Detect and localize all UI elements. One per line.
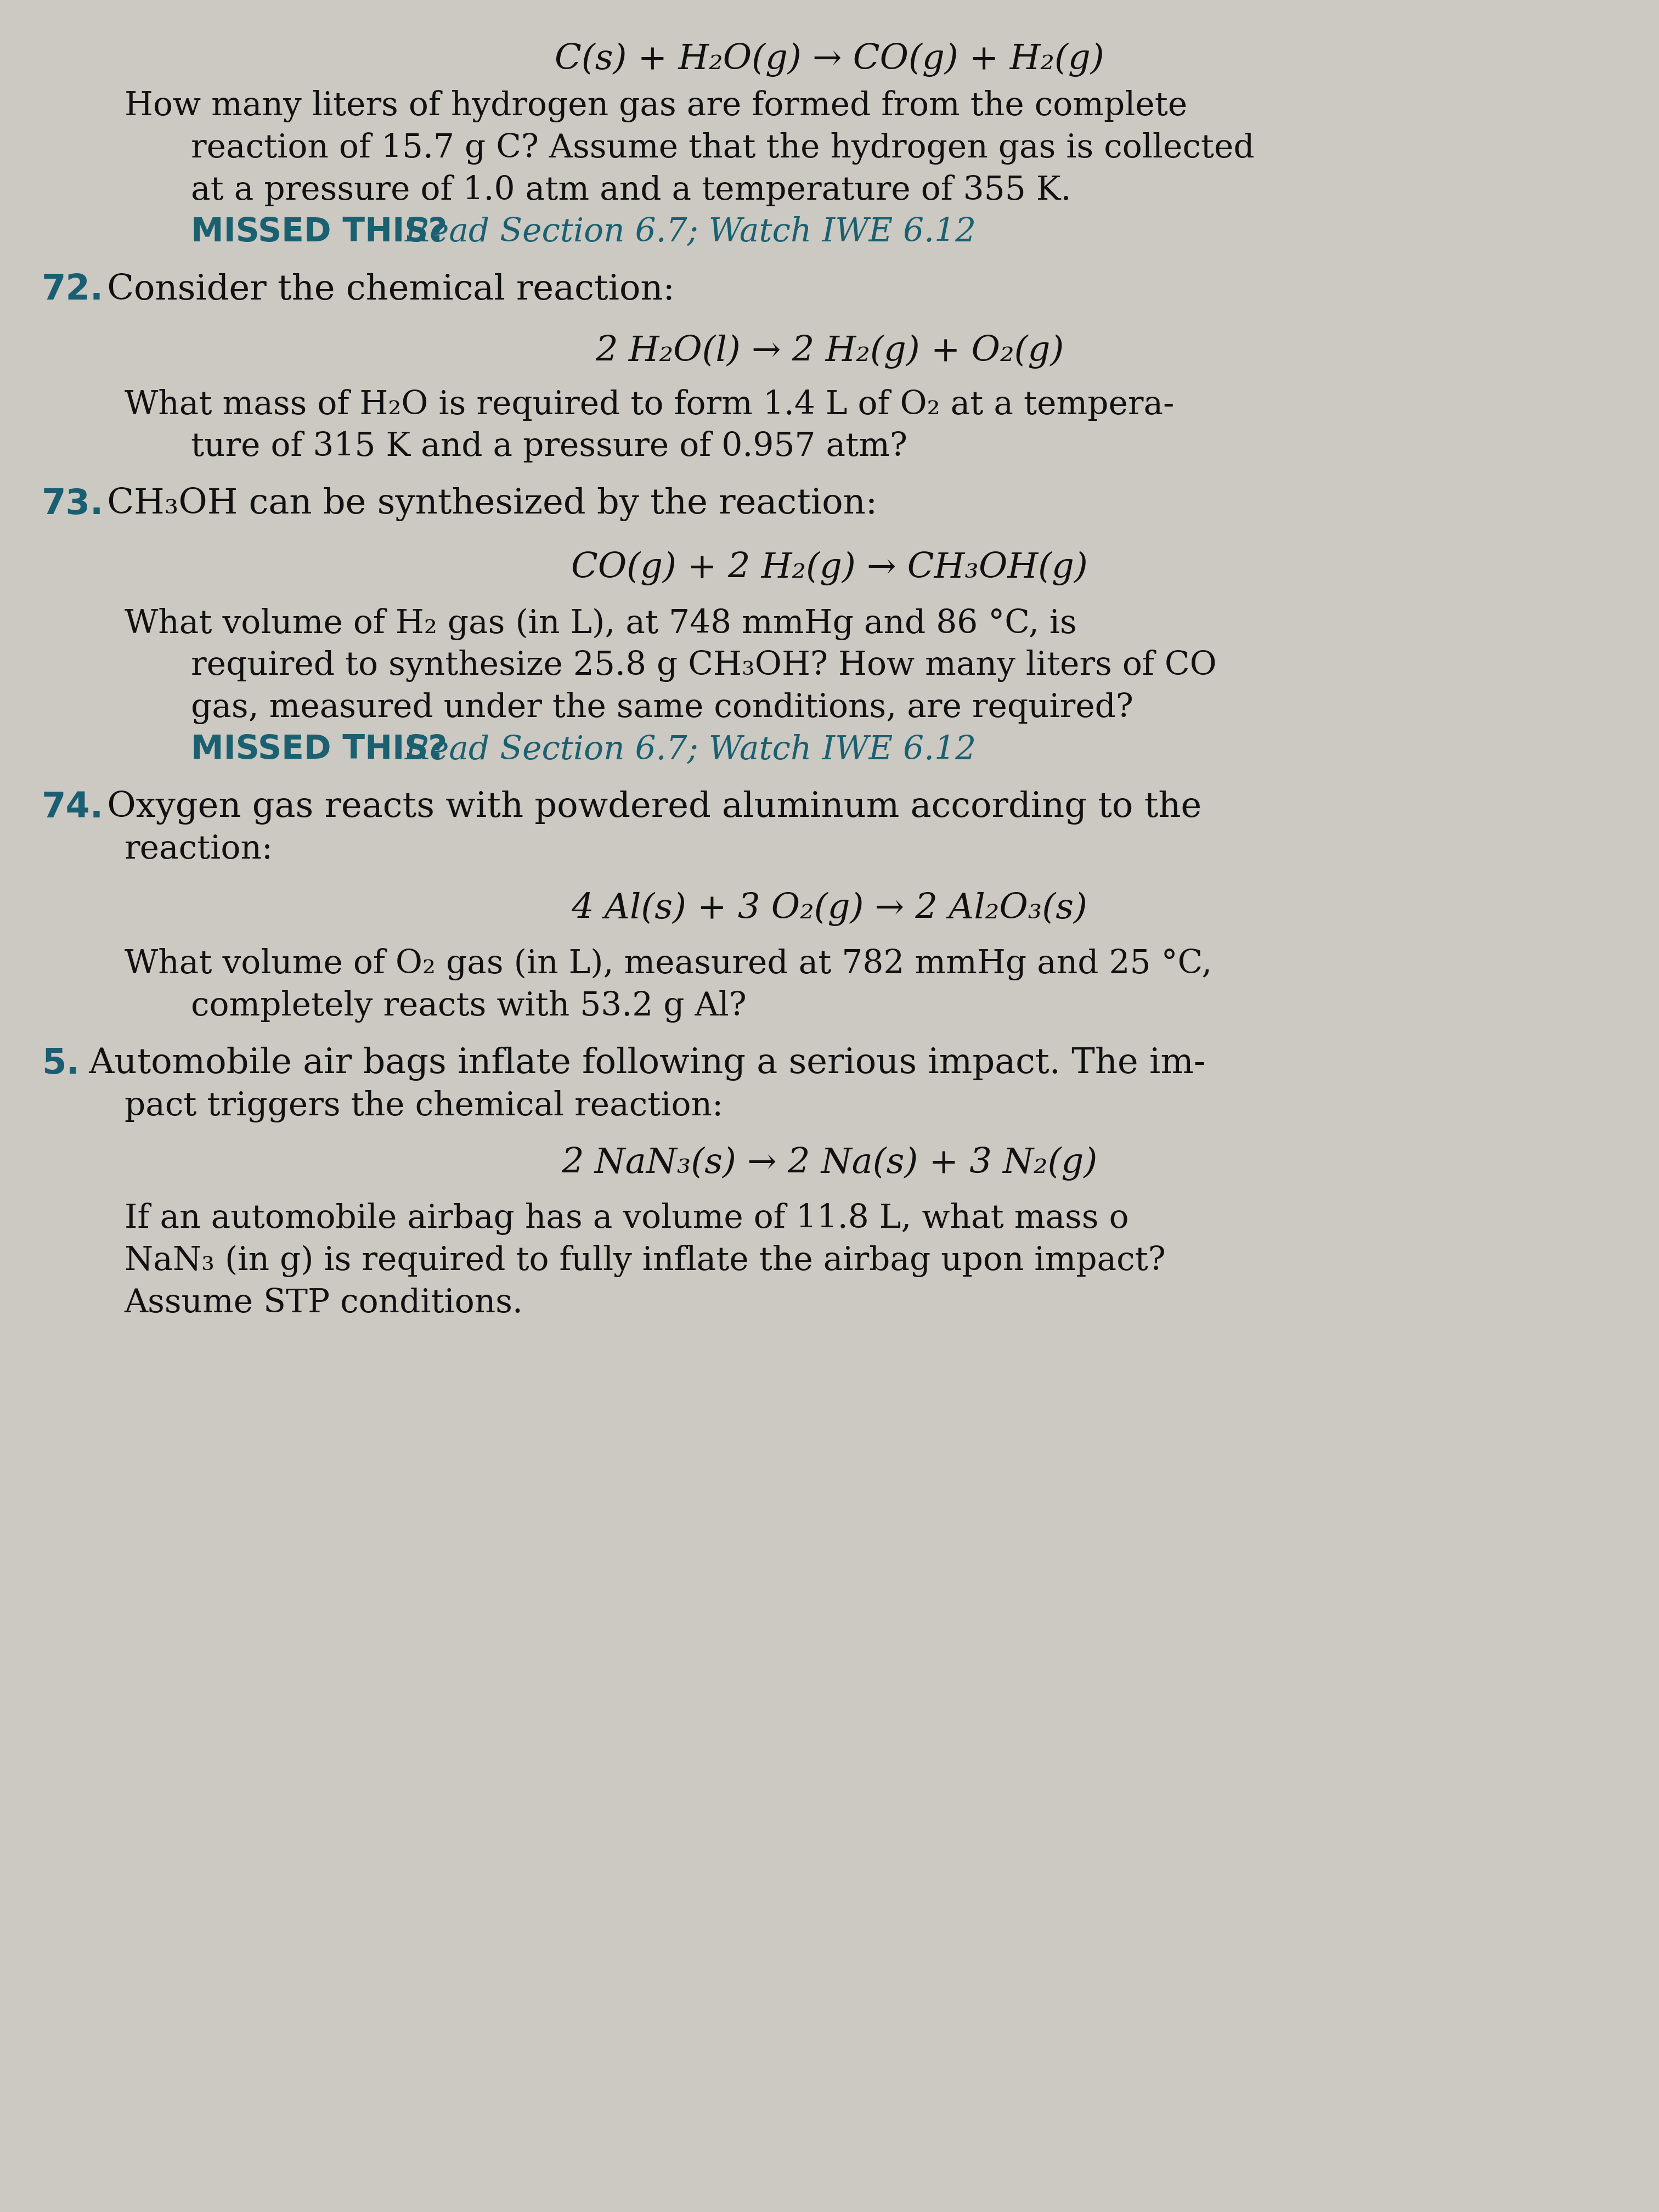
- Text: CO(g) + 2 H₂(g) → CH₃OH(g): CO(g) + 2 H₂(g) → CH₃OH(g): [571, 551, 1088, 586]
- Text: NaN₃ (in g) is required to fully inflate the airbag upon impact?: NaN₃ (in g) is required to fully inflate…: [124, 1245, 1166, 1276]
- Text: CH₃OH can be synthesized by the reaction:: CH₃OH can be synthesized by the reaction…: [96, 487, 878, 522]
- Text: 74.: 74.: [41, 790, 103, 825]
- Text: at a pressure of 1.0 atm and a temperature of 355 K.: at a pressure of 1.0 atm and a temperatu…: [191, 175, 1072, 206]
- Text: MISSED THIS?: MISSED THIS?: [191, 734, 446, 765]
- Text: Automobile air bags inflate following a serious impact. The im-: Automobile air bags inflate following a …: [78, 1046, 1206, 1082]
- Text: gas, measured under the same conditions, are required?: gas, measured under the same conditions,…: [191, 692, 1133, 723]
- Text: 2 H₂O(l) → 2 H₂(g) + O₂(g): 2 H₂O(l) → 2 H₂(g) + O₂(g): [596, 334, 1063, 369]
- Text: pact triggers the chemical reaction:: pact triggers the chemical reaction:: [124, 1091, 723, 1121]
- Text: 4 Al(s) + 3 O₂(g) → 2 Al₂O₃(s): 4 Al(s) + 3 O₂(g) → 2 Al₂O₃(s): [571, 891, 1088, 927]
- Text: required to synthesize 25.8 g CH₃OH? How many liters of CO: required to synthesize 25.8 g CH₃OH? How…: [191, 650, 1216, 681]
- Text: completely reacts with 53.2 g Al?: completely reacts with 53.2 g Al?: [191, 991, 747, 1022]
- Text: reaction:: reaction:: [124, 834, 274, 865]
- Text: MISSED THIS?: MISSED THIS?: [191, 217, 446, 248]
- Text: Read Section 6.7; Watch IWE 6.12: Read Section 6.7; Watch IWE 6.12: [395, 734, 975, 765]
- Text: reaction of 15.7 g C? Assume that the hydrogen gas is collected: reaction of 15.7 g C? Assume that the hy…: [191, 133, 1254, 164]
- Text: Assume STP conditions.: Assume STP conditions.: [124, 1287, 523, 1318]
- Text: 5.: 5.: [41, 1046, 80, 1082]
- Text: How many liters of hydrogen gas are formed from the complete: How many liters of hydrogen gas are form…: [124, 91, 1188, 122]
- Text: Read Section 6.7; Watch IWE 6.12: Read Section 6.7; Watch IWE 6.12: [395, 217, 975, 248]
- Text: If an automobile airbag has a volume of 11.8 L, what mass o: If an automobile airbag has a volume of …: [124, 1203, 1128, 1234]
- Text: 2 NaN₃(s) → 2 Na(s) + 3 N₂(g): 2 NaN₃(s) → 2 Na(s) + 3 N₂(g): [561, 1146, 1098, 1181]
- Text: What volume of O₂ gas (in L), measured at 782 mmHg and 25 °C,: What volume of O₂ gas (in L), measured a…: [124, 949, 1213, 980]
- Text: ture of 315 K and a pressure of 0.957 atm?: ture of 315 K and a pressure of 0.957 at…: [191, 431, 907, 462]
- Text: Consider the chemical reaction:: Consider the chemical reaction:: [96, 272, 675, 307]
- Text: What volume of H₂ gas (in L), at 748 mmHg and 86 °C, is: What volume of H₂ gas (in L), at 748 mmH…: [124, 608, 1077, 639]
- Text: What mass of H₂O is required to form 1.4 L of O₂ at a tempera-: What mass of H₂O is required to form 1.4…: [124, 389, 1175, 420]
- Text: 72.: 72.: [41, 272, 103, 307]
- Text: C(s) + H₂O(g) → CO(g) + H₂(g): C(s) + H₂O(g) → CO(g) + H₂(g): [554, 42, 1105, 77]
- Text: 73.: 73.: [41, 487, 103, 522]
- Text: Oxygen gas reacts with powdered aluminum according to the: Oxygen gas reacts with powdered aluminum…: [96, 790, 1201, 825]
